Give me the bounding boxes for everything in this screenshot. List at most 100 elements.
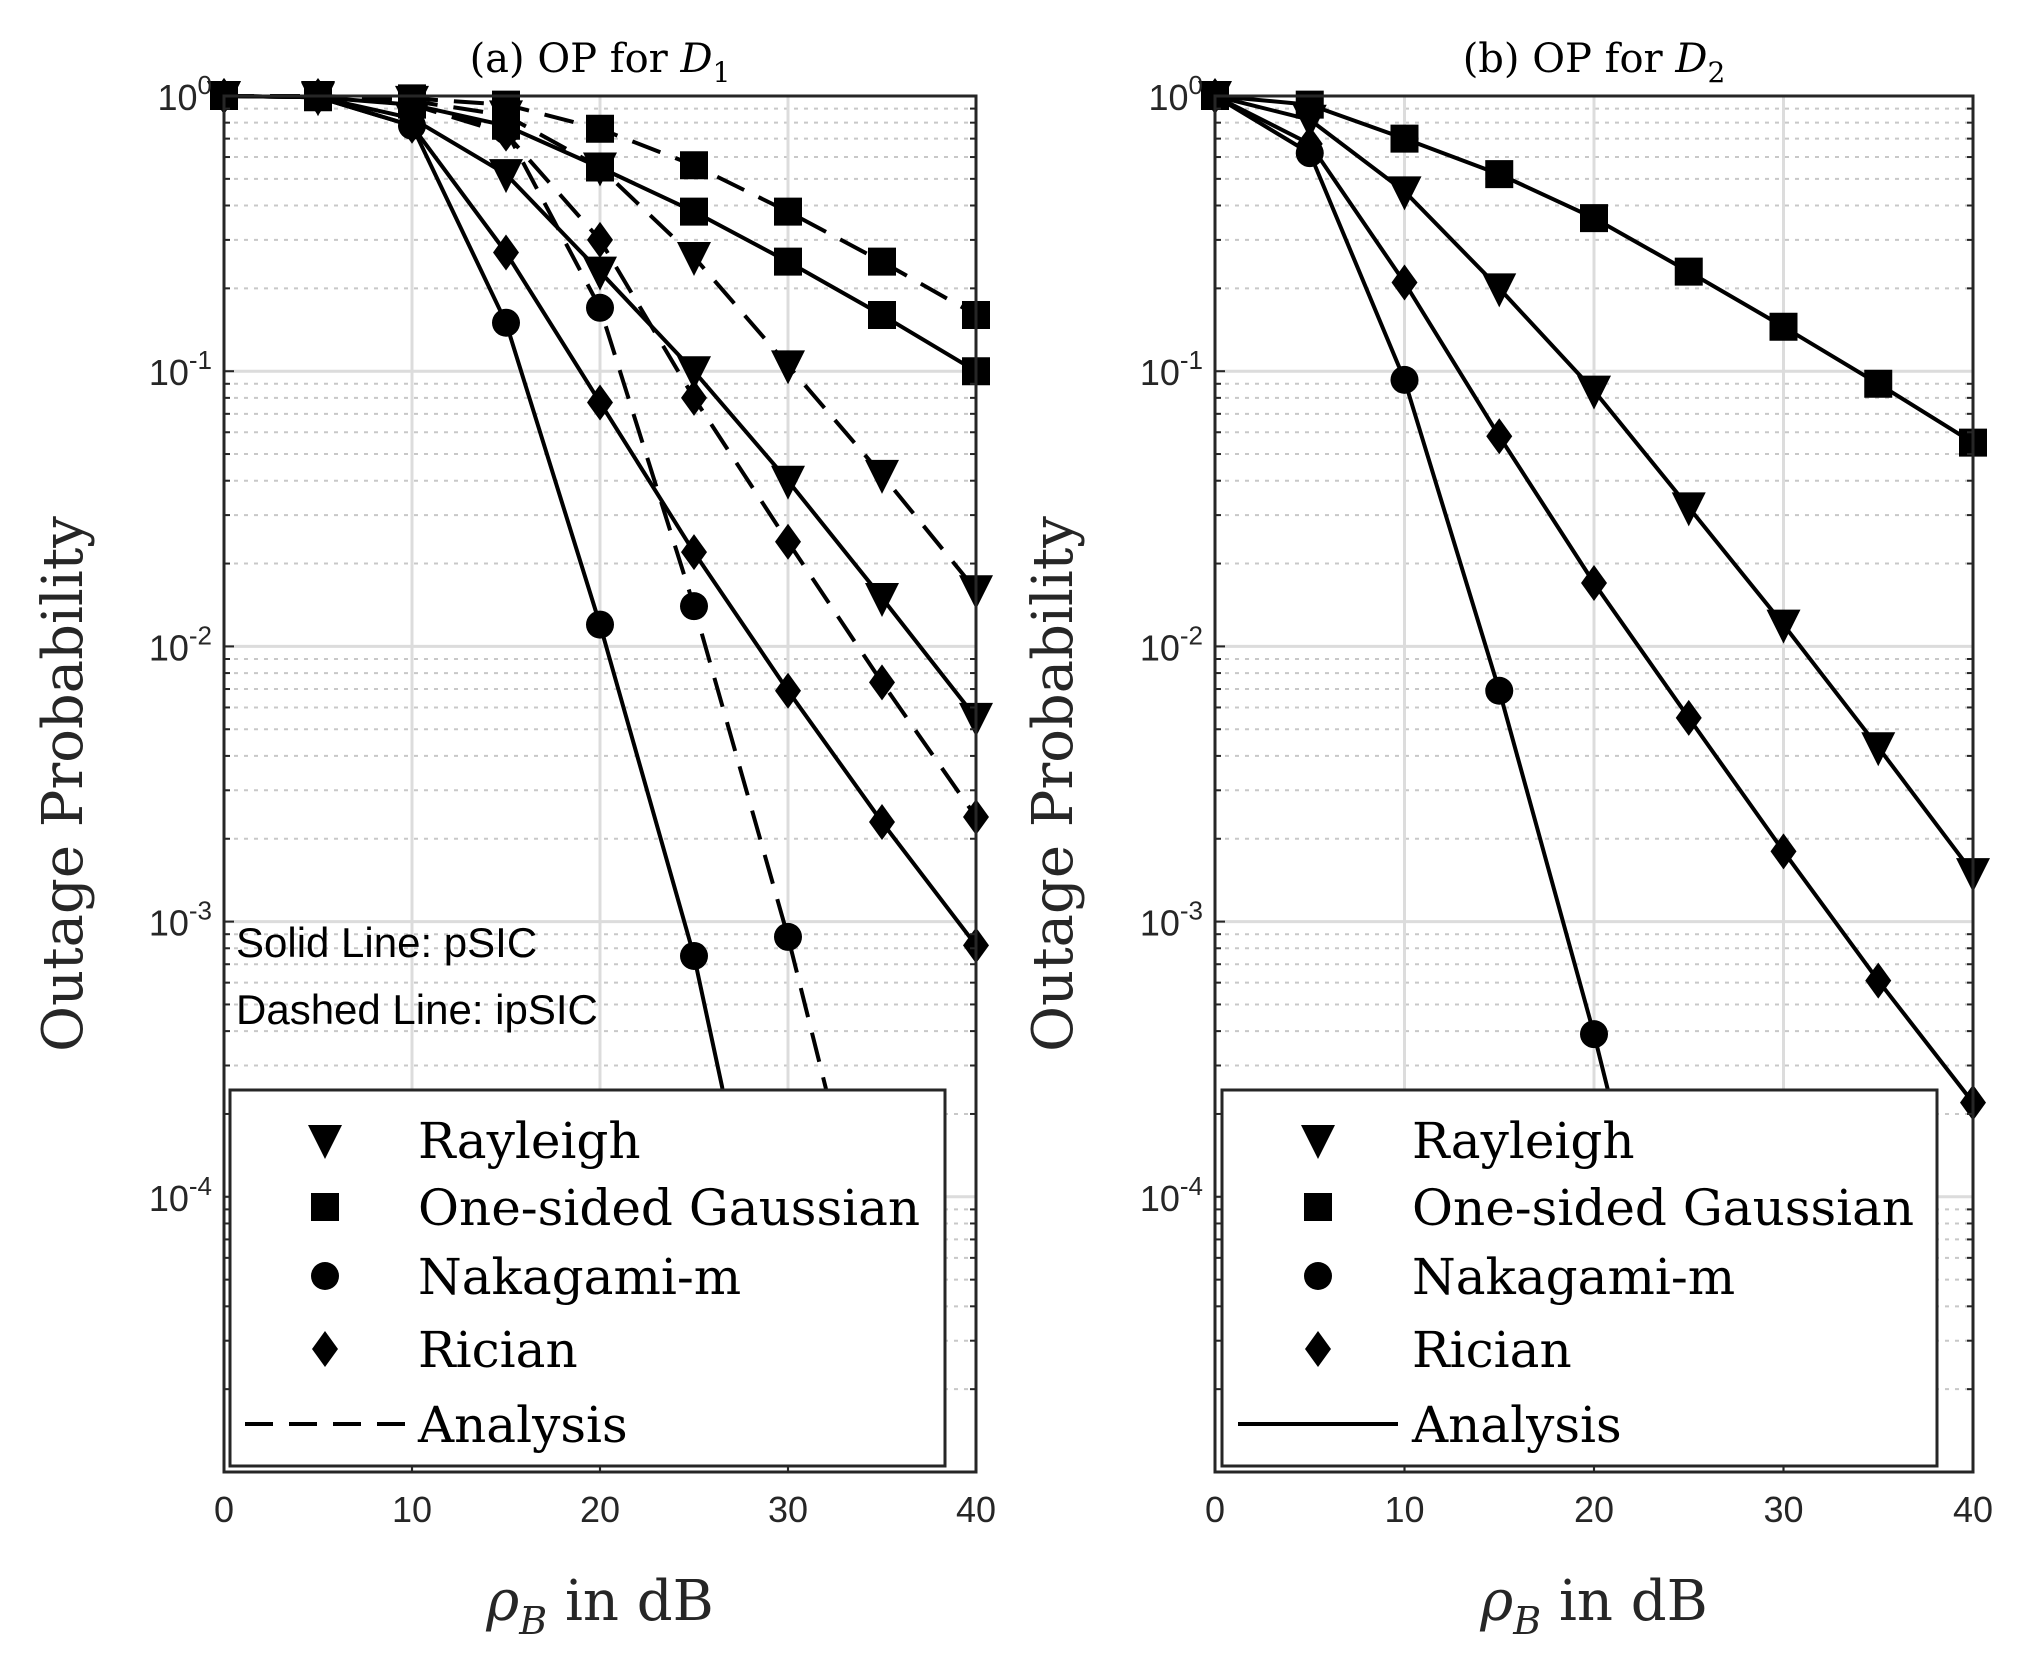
panel-a-point-rician-psic [681, 534, 707, 571]
legend-label-rayleigh: Rayleigh [418, 1112, 641, 1170]
panel-b-y-axis-label: Outage Probability [1021, 516, 1086, 1052]
panel-b-point-rician [1486, 418, 1513, 455]
panel-b-legend-box [1220, 1088, 1939, 1468]
legend-label-rician: Rician [418, 1321, 578, 1379]
panel-b-x-tick-label: 20 [1574, 1489, 1614, 1530]
legend-marker-rician [1305, 1331, 1331, 1367]
panel-a-x-tick-label: 10 [392, 1489, 432, 1530]
panel-b-point-one-sided-gaussian [1769, 312, 1798, 341]
panel-b-point-nakagami-m [1390, 365, 1419, 394]
panel-a-y-axis-label: Outage Probability [31, 516, 96, 1052]
legend-label-nakagami-m: Nakagami-m [1412, 1248, 1735, 1306]
panel-a-y-tick-label: 10-3 [149, 896, 212, 944]
panel-a-x-tick-label: 0 [214, 1489, 234, 1530]
legend-marker-rayleigh [308, 1125, 342, 1159]
panel-b-point-rayleigh [1766, 609, 1801, 644]
panel-a-point-rayleigh-ipsic [771, 350, 805, 385]
panel-b-x-tick-label: 30 [1763, 1489, 1803, 1530]
panel-a-point-rician-ipsic [681, 379, 707, 416]
panel-b-legend: Rayleigh One-sided Gaussian Nakagami-m R… [1220, 1088, 1939, 1468]
panel-b-point-rician [1865, 962, 1892, 999]
panel-a-point-rician-psic [869, 804, 895, 841]
panel-b-point-one-sided-gaussian [1485, 160, 1514, 189]
legend-label-rician: Rician [1412, 1321, 1572, 1379]
panel-a-legend: Rayleigh One-sided Gaussian Nakagami-m R… [228, 1088, 947, 1468]
panel-a-ticks: 0 10 20 30 40 100 10-1 10-2 10-3 10-4 [149, 70, 996, 1530]
panel-a-point-one-sided-gaussian-ipsic [774, 197, 802, 226]
panel-a-point-one-sided-gaussian-psic [680, 197, 708, 226]
panel-a-legend-box [228, 1088, 947, 1468]
panel-a-x-axis-label: ρB in dB [485, 1569, 713, 1643]
panel-b-point-one-sided-gaussian [1390, 124, 1419, 153]
panel-a-point-one-sided-gaussian-ipsic [586, 114, 614, 143]
panel-a-point-rician-psic [399, 107, 425, 144]
panel-b-point-rayleigh [1387, 176, 1422, 211]
panel-b-point-rayleigh [1482, 273, 1517, 308]
panel-b-y-tick-label: 10-4 [1140, 1171, 1203, 1219]
legend-label-one-sided-gaussian: One-sided Gaussian [1412, 1179, 1914, 1237]
legend-label-analysis: Analysis [417, 1396, 628, 1454]
panel-b-y-tick-label: 10-2 [1140, 620, 1203, 668]
annotation-dashed-line: Dashed Line: ipSIC [236, 986, 598, 1033]
panel-b-x-tick-label: 0 [1205, 1489, 1225, 1530]
panel-a-point-rayleigh-psic [677, 356, 711, 391]
panel-a-x-tick-label: 40 [956, 1489, 996, 1530]
panel-a-point-rayleigh-ipsic [865, 459, 899, 494]
panel-b-point-rician [1770, 833, 1797, 870]
panel-a-point-nakagami-m-psic [680, 941, 708, 970]
panel-b-title: (b) OP for D2 [1463, 36, 1726, 89]
panel-a-y-tick-label: 100 [157, 70, 212, 118]
panel-b-point-rician [1296, 125, 1323, 162]
annotation-solid-line: Solid Line: pSIC [236, 919, 537, 966]
panel-a-point-rayleigh-psic [771, 465, 805, 500]
panel-a-point-rayleigh-psic [865, 582, 899, 617]
panel-a-x-tick-label: 20 [580, 1489, 620, 1530]
panel-a-point-nakagami-m-psic [492, 308, 520, 337]
panel-a-point-one-sided-gaussian-psic [586, 153, 614, 182]
legend-label-one-sided-gaussian: One-sided Gaussian [418, 1179, 920, 1237]
panel-b-x-tick-label: 10 [1384, 1489, 1424, 1530]
panel-b-point-rayleigh [1861, 732, 1896, 767]
panel-a-point-nakagami-m-ipsic [586, 293, 614, 322]
panel-a-title: (a) OP for D1 [470, 36, 731, 89]
panel-b-point-rician [1675, 699, 1702, 736]
panel-a-point-rician-ipsic [775, 523, 801, 560]
panel-b-point-rician [1581, 564, 1607, 601]
panel-b-y-tick-label: 10-3 [1140, 896, 1203, 944]
panel-b-x-axis-label: ρB in dB [1479, 1569, 1707, 1643]
legend-marker-nakagami-m [311, 1262, 339, 1290]
panel-a-point-nakagami-m-ipsic [774, 922, 802, 951]
panel-b-op-d2: 0 10 20 30 40 100 10-1 10-2 10-3 10-4 (b) OP for … [1021, 36, 1993, 1643]
panel-b-point-one-sided-gaussian [1580, 204, 1608, 233]
panel-a-point-rayleigh-ipsic [677, 241, 711, 276]
panel-a-y-tick-label: 10-2 [149, 620, 212, 668]
panel-b-x-tick-label: 40 [1953, 1489, 1993, 1530]
panel-b-point-one-sided-gaussian [1864, 369, 1893, 398]
panel-b-point-nakagami-m [1485, 676, 1514, 705]
legend-marker-one-sided-gaussian [1304, 1193, 1332, 1221]
panel-a-point-nakagami-m-psic [586, 610, 614, 639]
panel-b-point-nakagami-m [1580, 1020, 1608, 1049]
legend-marker-one-sided-gaussian [311, 1193, 339, 1221]
panel-b-y-tick-label: 10-1 [1140, 345, 1203, 393]
panel-a-point-one-sided-gaussian-ipsic [680, 151, 708, 180]
panel-b-ticks: 0 10 20 30 40 100 10-1 10-2 10-3 10-4 [1140, 70, 1993, 1530]
panel-b-point-one-sided-gaussian [1295, 90, 1324, 119]
panel-a-point-rician-psic [775, 672, 801, 709]
panel-a-y-tick-label: 10-4 [149, 1171, 212, 1219]
panel-a-op-d1: 0 10 20 30 40 100 10-1 10-2 10-3 10-4 (a) OP for … [31, 36, 996, 1643]
panel-a-point-nakagami-m-ipsic [680, 592, 708, 621]
panel-b-point-rayleigh [1671, 492, 1706, 527]
panel-a-point-rayleigh-psic [583, 256, 617, 291]
panel-a-point-rician-ipsic [587, 221, 613, 258]
panel-a-point-rician-psic [493, 234, 519, 271]
legend-label-rayleigh: Rayleigh [1412, 1112, 1635, 1170]
panel-a-point-one-sided-gaussian-psic [774, 247, 802, 276]
legend-marker-nakagami-m [1304, 1262, 1332, 1290]
legend-marker-rician [312, 1331, 338, 1367]
legend-label-analysis: Analysis [1411, 1396, 1622, 1454]
panel-a-point-rician-ipsic [869, 664, 895, 701]
legend-marker-rayleigh [1301, 1125, 1335, 1159]
panel-a-point-one-sided-gaussian-ipsic [492, 90, 520, 119]
